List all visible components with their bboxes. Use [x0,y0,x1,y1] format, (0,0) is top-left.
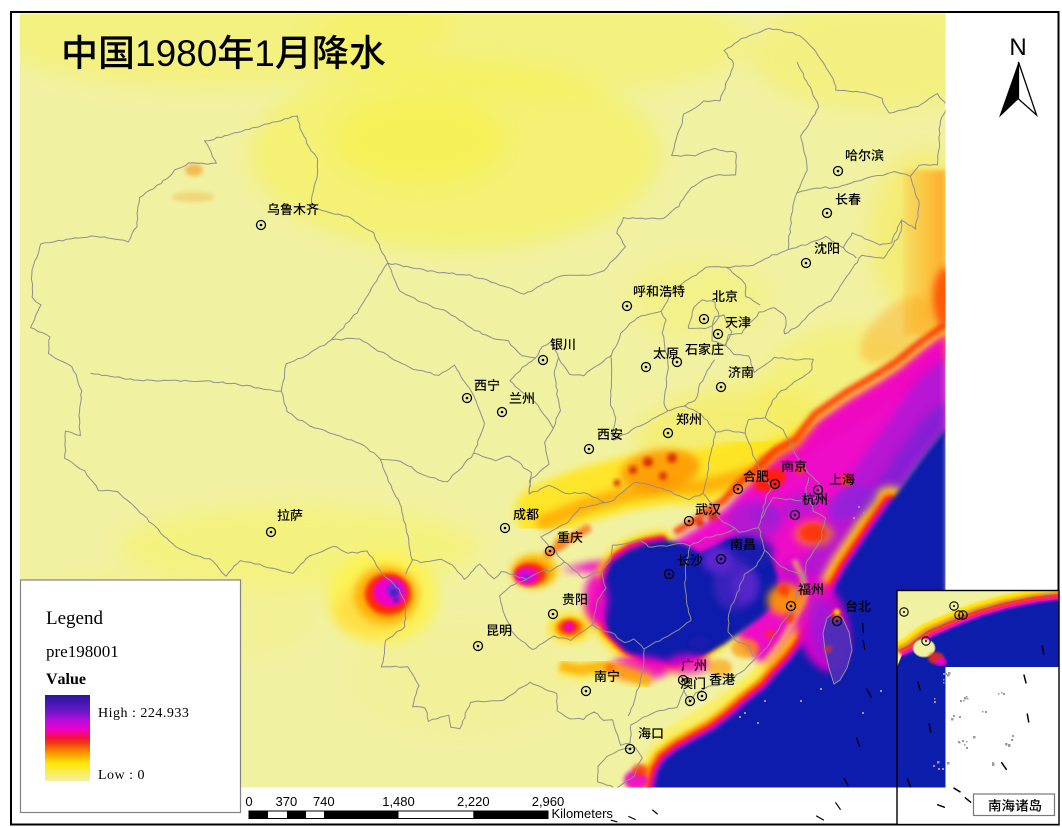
svg-text:370: 370 [276,794,298,809]
svg-text:Low : 0: Low : 0 [98,768,145,783]
svg-text:2,220: 2,220 [457,794,490,809]
svg-text:Value: Value [46,671,86,688]
svg-text:pre198001: pre198001 [46,642,119,661]
svg-text:740: 740 [313,794,335,809]
svg-text:N: N [1009,34,1026,61]
svg-text:Legend: Legend [46,608,103,629]
svg-text:1,480: 1,480 [382,794,415,809]
svg-text:2,960: 2,960 [532,794,565,809]
svg-text:Kilometers: Kilometers [552,806,614,821]
svg-text:0: 0 [245,794,252,809]
svg-text:1980: 1980 [135,33,217,74]
svg-text:1: 1 [254,33,275,74]
svg-text:High : 224.933: High : 224.933 [98,706,189,721]
